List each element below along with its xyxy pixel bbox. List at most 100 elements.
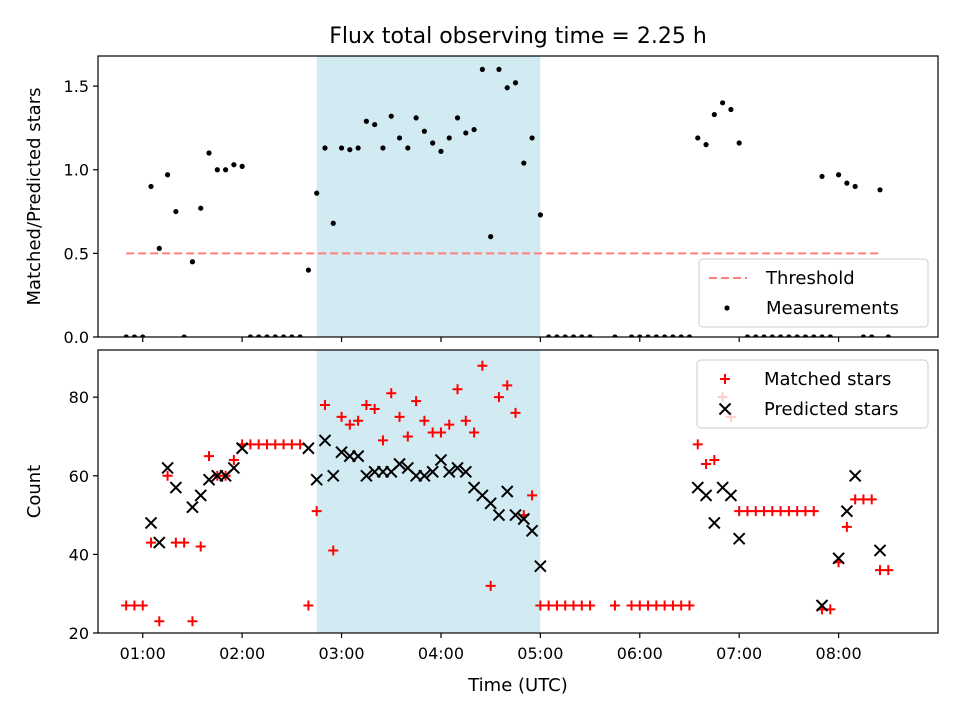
measurement-point (612, 334, 618, 337)
matched-star-point (179, 537, 190, 548)
matched-star-point (195, 541, 206, 552)
matched-star-point (137, 600, 148, 611)
legend-measurement-swatch (724, 305, 730, 311)
measurement-point (512, 80, 519, 86)
x-axis-label: Time (UTC) (467, 675, 568, 696)
predicted-star-point (732, 532, 746, 545)
measurement-point (289, 334, 295, 337)
predicted-star-point (509, 508, 522, 522)
measurement-point (819, 173, 825, 180)
measurement-point (231, 162, 237, 168)
measurement-point (214, 167, 220, 173)
matched-star-point (311, 506, 322, 517)
measurement-point (844, 180, 850, 186)
matched-star-point (469, 427, 480, 438)
measurement-point (877, 187, 883, 193)
measurement-point (819, 334, 825, 337)
measurement-point (587, 334, 593, 337)
predicted-star-point (144, 516, 158, 530)
predicted-star-point (235, 442, 249, 455)
matched-star-point (609, 600, 620, 611)
measurement-point (802, 334, 809, 337)
matched-star-point (419, 415, 430, 426)
legend-predicted-swatch (718, 402, 732, 416)
matched-star-point (460, 415, 471, 426)
matched-star-point (154, 616, 165, 627)
legend-box (698, 258, 929, 328)
measurement-point (363, 118, 370, 124)
matched-star-point (377, 435, 388, 446)
shaded-interval (316, 56, 541, 337)
predicted-star-point (194, 489, 207, 502)
matched-star-point (402, 431, 413, 442)
measurement-point (405, 145, 411, 151)
measurement-point (496, 66, 502, 72)
measurement-point (189, 259, 196, 265)
measurement-point (355, 145, 361, 151)
x-tick-label: 08:00 (816, 644, 862, 663)
x-tick-label: 06:00 (617, 644, 663, 663)
predicted-star-point (517, 512, 531, 526)
x-tick-label: 04:00 (418, 644, 464, 663)
predicted-star-point (360, 469, 373, 482)
measurement-point (173, 208, 179, 215)
matched-star-point (510, 407, 521, 418)
matched-star-point (684, 600, 695, 611)
matched-star-point (485, 580, 496, 591)
measurement-point (272, 334, 278, 337)
matched-star-point (319, 400, 330, 411)
measurement-point (720, 100, 726, 106)
matched-star-point (692, 439, 703, 450)
y-axis-label: Matched/Predicted stars (24, 88, 45, 306)
measurement-point (256, 334, 262, 337)
x-tick-label: 02:00 (219, 644, 265, 663)
measurement-point (562, 334, 568, 337)
measurement-point (753, 334, 759, 337)
measurement-point (537, 212, 543, 218)
predicted-star-point (186, 501, 199, 514)
predicted-star-point (169, 481, 183, 494)
predicted-star-point (815, 599, 829, 612)
measurement-point (430, 140, 436, 146)
axes-frame (97, 55, 939, 338)
predicted-star-point (525, 524, 539, 538)
measurement-point (388, 113, 394, 119)
measurement-point (678, 334, 684, 337)
measurement-point (222, 167, 229, 173)
measurement-point (314, 190, 320, 196)
measurement-point (554, 334, 560, 337)
measurement-point (778, 334, 784, 337)
panel-ratio: 0.0 0.5 1.0 1.5 Matched/Predicted stars Thres… (24, 55, 939, 347)
panel-count: 20 40 60 80 01:00 02:00 03:00 04:00 05:00 06:00 07… (24, 349, 939, 663)
matched-star-point (303, 600, 314, 611)
matched-star-point (585, 600, 596, 611)
x-tick-label: 03:00 (318, 644, 364, 663)
measurement-point (711, 111, 717, 118)
measurement-point (280, 334, 287, 337)
measurement-point (297, 334, 303, 337)
measurement-point (322, 145, 328, 151)
predicted-star-point (393, 457, 406, 471)
measurement-point (463, 130, 469, 136)
measurement-point (164, 172, 171, 178)
legend: Threshold Measurements (698, 258, 929, 328)
y-axis-label: Count (24, 465, 45, 518)
predicted-star-point (434, 453, 448, 467)
y-tick-label: 40 (69, 545, 89, 564)
predicted-star-point (302, 442, 315, 455)
predicted-star-point (534, 559, 547, 573)
measurement-point (869, 334, 875, 337)
y-tick-label: 0.5 (64, 244, 89, 263)
measurement-point (546, 334, 552, 337)
legend-matched-swatch (720, 374, 730, 384)
measurement-point (579, 334, 585, 337)
measurement-point (123, 334, 129, 337)
measurement-point (744, 334, 751, 337)
measurement-point (570, 334, 577, 337)
matched-star-point (353, 415, 364, 426)
y-tick-label: 1.0 (64, 161, 89, 180)
matched-star-point (328, 545, 339, 556)
measurement-point (347, 147, 353, 153)
plot-area (123, 56, 891, 337)
predicted-star-point (202, 473, 216, 486)
